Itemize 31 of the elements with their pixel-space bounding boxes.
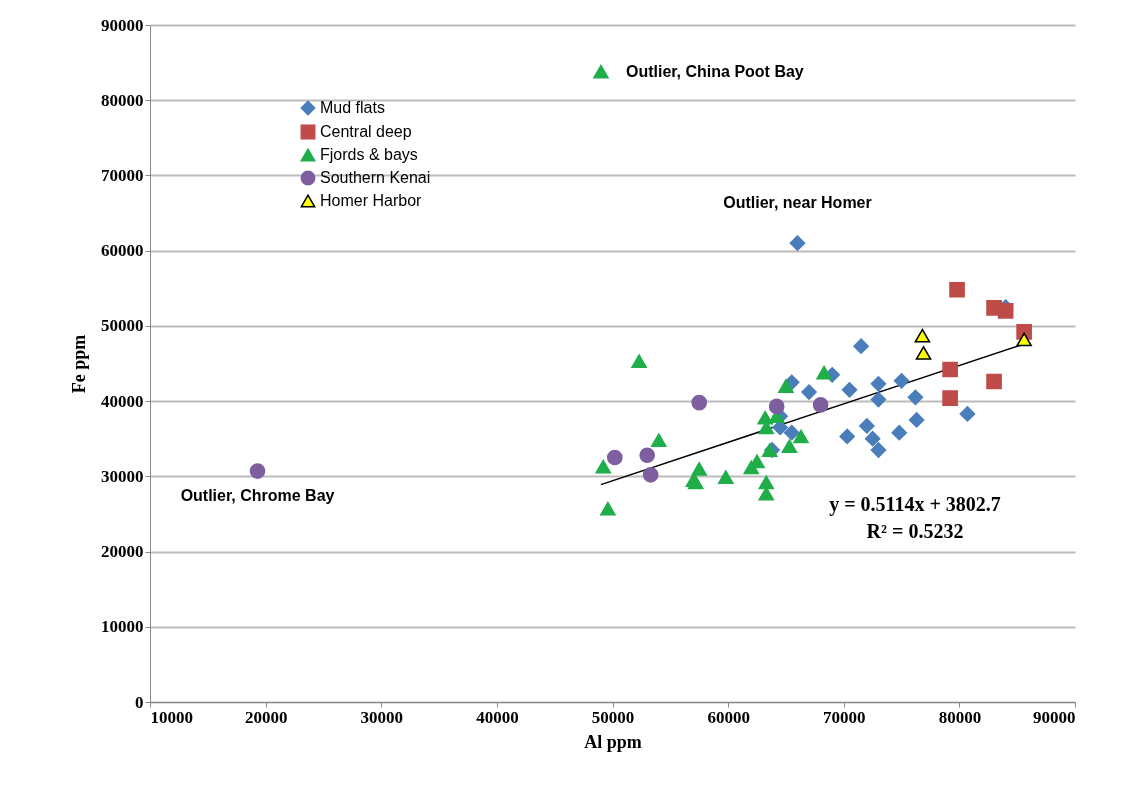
- y-axis-title: Fe ppm: [69, 334, 89, 394]
- y-tick-label: 70000: [101, 165, 144, 185]
- y-tick-label: 60000: [101, 241, 144, 261]
- x-tick-label: 30000: [360, 707, 403, 727]
- legend-label: Central deep: [320, 123, 412, 140]
- legend-label: Homer Harbor: [320, 192, 423, 209]
- y-tick-label: 50000: [101, 316, 144, 336]
- annotation: Outlier, China Poot Bay: [625, 62, 804, 80]
- annotation: Outlier, Chrome Bay: [180, 487, 335, 505]
- y-tick-label: 10000: [101, 617, 144, 637]
- annotation: R² = 0.5232: [866, 520, 964, 542]
- x-tick-label: 20000: [244, 707, 288, 727]
- x-tick-label: 50000: [591, 707, 635, 727]
- annotation: y = 0.5114x + 3802.7: [829, 493, 1001, 516]
- x-tick-label: 10000: [150, 707, 193, 727]
- x-tick-label: 70000: [823, 707, 866, 727]
- x-axis-title: Al ppm: [584, 731, 642, 752]
- y-tick-label: 20000: [101, 542, 144, 562]
- annotation: Outlier, near Homer: [723, 194, 872, 212]
- x-tick-label: 80000: [938, 707, 982, 727]
- y-tick-label: 30000: [101, 466, 144, 486]
- y-tick-label: 80000: [101, 90, 144, 110]
- legend-label: Southern Kenai: [320, 169, 431, 186]
- y-tick-label: 40000: [101, 391, 144, 411]
- x-tick-label: 60000: [707, 707, 750, 727]
- x-tick-label: 90000: [1033, 707, 1076, 727]
- y-tick-label: 90000: [101, 15, 144, 35]
- legend-label: Fjords & bays: [320, 146, 418, 163]
- legend-label: Mud flats: [320, 99, 385, 116]
- x-tick-label: 40000: [476, 707, 519, 727]
- y-tick-label: 0: [135, 692, 144, 712]
